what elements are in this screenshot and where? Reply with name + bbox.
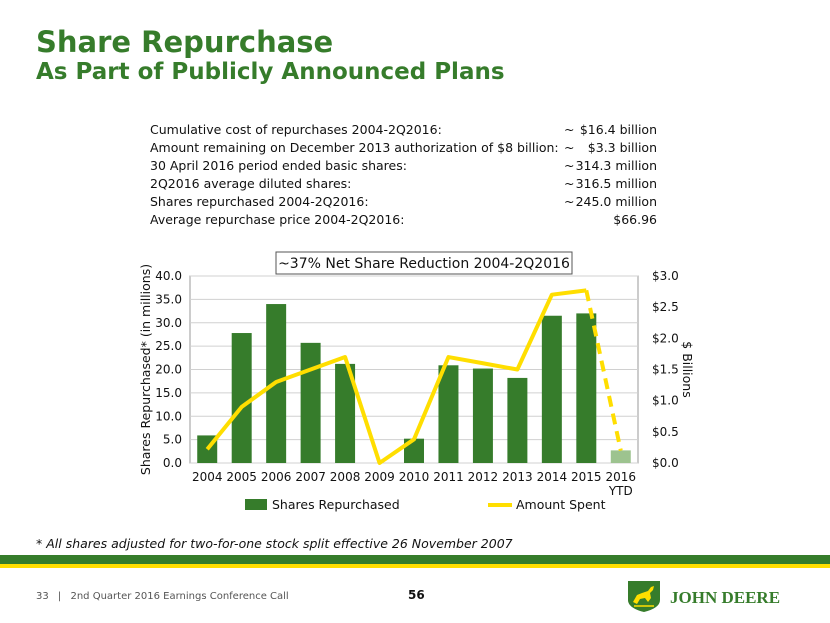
- stat-approx: ~: [564, 176, 575, 191]
- y-tick-label: 40.0: [155, 269, 182, 283]
- john-deere-logo: JOHN DEERE: [628, 581, 780, 612]
- x-tick-label: 2010: [399, 470, 430, 484]
- bar-shares-2008: [335, 363, 356, 463]
- y2-tick-label: $1.5: [652, 363, 679, 377]
- y-tick-label: 25.0: [155, 339, 182, 353]
- page-title: Share Repurchase: [36, 25, 334, 59]
- y-tick-label: 15.0: [155, 386, 182, 400]
- stat-label: 2Q2016 average diluted shares:: [150, 176, 352, 191]
- stat-row: Cumulative cost of repurchases 2004-2Q20…: [150, 121, 665, 139]
- stat-row: 30 April 2016 period ended basic shares:…: [150, 157, 665, 175]
- x-tick-label: 2012: [468, 470, 499, 484]
- stat-row: Shares repurchased 2004-2Q2016: ~ 245.0 …: [150, 193, 665, 211]
- y2-tick-label: $0.5: [652, 425, 679, 439]
- page-number: 56: [408, 588, 425, 602]
- bar-shares-2005: [231, 333, 252, 463]
- stat-approx: ~: [564, 194, 575, 209]
- y2-tick-label: $2.0: [652, 331, 679, 345]
- stat-label: Cumulative cost of repurchases 2004-2Q20…: [150, 122, 442, 137]
- bar-shares-2013: [507, 377, 528, 463]
- bar-shares-2015: [576, 313, 597, 463]
- x-tick-label: 2006: [261, 470, 292, 484]
- x-tick-label: 2014: [537, 470, 568, 484]
- stat-approx: ~: [564, 158, 575, 173]
- stat-approx: ~: [564, 140, 575, 155]
- y2-tick-label: $1.0: [652, 394, 679, 408]
- bar-shares-2011: [438, 365, 459, 463]
- footer-green-stripe: [0, 555, 830, 564]
- stat-value: $66.96: [613, 212, 657, 227]
- stat-value: 314.3 million: [575, 158, 657, 173]
- y-tick-label: 10.0: [155, 409, 182, 423]
- bar-shares-2016-ytd: [610, 450, 631, 463]
- y2-axis-title: $ Billions: [680, 341, 695, 397]
- stat-value: 316.5 million: [575, 176, 657, 191]
- deer-emblem-icon: [628, 581, 660, 612]
- stat-approx: ~: [564, 122, 575, 137]
- footer-yellow-stripe: [0, 564, 830, 568]
- x-tick-label: 2009: [364, 470, 395, 484]
- chart-title-box: [275, 251, 573, 275]
- legend-label-shares: Shares Repurchased: [272, 497, 400, 512]
- footer-caption: 33 | 2nd Quarter 2016 Earnings Conferenc…: [36, 591, 289, 602]
- x-tick-label: 2011: [433, 470, 464, 484]
- page-subtitle: As Part of Publicly Announced Plans: [36, 59, 505, 85]
- x-tick-label: 2015: [571, 470, 602, 484]
- bar-shares-2012: [472, 368, 493, 463]
- footnote: * All shares adjusted for two-for-one st…: [36, 536, 513, 551]
- y2-tick-label: $0.0: [652, 456, 679, 470]
- line-amount-spent: [205, 288, 587, 465]
- y-tick-label: 20.0: [155, 363, 182, 377]
- stat-row: 2Q2016 average diluted shares: ~ 316.5 m…: [150, 175, 665, 193]
- stats-list: Cumulative cost of repurchases 2004-2Q20…: [150, 121, 665, 229]
- stat-row: Amount remaining on December 2013 author…: [150, 139, 665, 157]
- x-tick-label: 2013: [502, 470, 533, 484]
- y2-tick-label: $2.5: [652, 300, 679, 314]
- y-tick-label: 5.0: [163, 433, 182, 447]
- x-tick-label: 2005: [226, 470, 257, 484]
- y-tick-label: 0.0: [163, 456, 182, 470]
- legend-swatch-shares: [245, 499, 267, 510]
- stat-label: 30 April 2016 period ended basic shares:: [150, 158, 407, 173]
- x-tick-label-sub: YTD: [608, 484, 633, 498]
- y-tick-label: 30.0: [155, 316, 182, 330]
- x-tick-label: 2008: [330, 470, 361, 484]
- logo-wordmark: JOHN DEERE: [670, 588, 780, 607]
- bar-shares-2014: [541, 315, 562, 463]
- stat-label: Average repurchase price 2004-2Q2016:: [150, 212, 405, 227]
- chart-title: ~37% Net Share Reduction 2004-2Q2016: [278, 256, 570, 272]
- footer-event: 2nd Quarter 2016 Earnings Conference Cal…: [70, 591, 289, 602]
- bar-shares-2007: [300, 342, 321, 463]
- y2-tick-label: $3.0: [652, 269, 679, 283]
- stat-label: Shares repurchased 2004-2Q2016:: [150, 194, 369, 209]
- stat-row: Average repurchase price 2004-2Q2016: $6…: [150, 211, 665, 229]
- x-tick-label: 2007: [295, 470, 326, 484]
- x-tick-label: 2004: [192, 470, 223, 484]
- x-tick-label: 2016: [605, 470, 636, 484]
- stat-value: $3.3 billion: [587, 140, 657, 155]
- line-amount-spent-ytd: [584, 289, 623, 451]
- stat-value: $16.4 billion: [579, 122, 657, 137]
- y-axis-title: Shares Repurchased* (in millions): [138, 264, 153, 475]
- footer-separator: |: [57, 591, 62, 602]
- stat-value: 245.0 million: [575, 194, 657, 209]
- y-tick-label: 35.0: [155, 292, 182, 306]
- footer-page-ref: 33: [36, 591, 49, 602]
- stat-label: Amount remaining on December 2013 author…: [150, 140, 559, 155]
- legend-label-amount: Amount Spent: [516, 497, 606, 512]
